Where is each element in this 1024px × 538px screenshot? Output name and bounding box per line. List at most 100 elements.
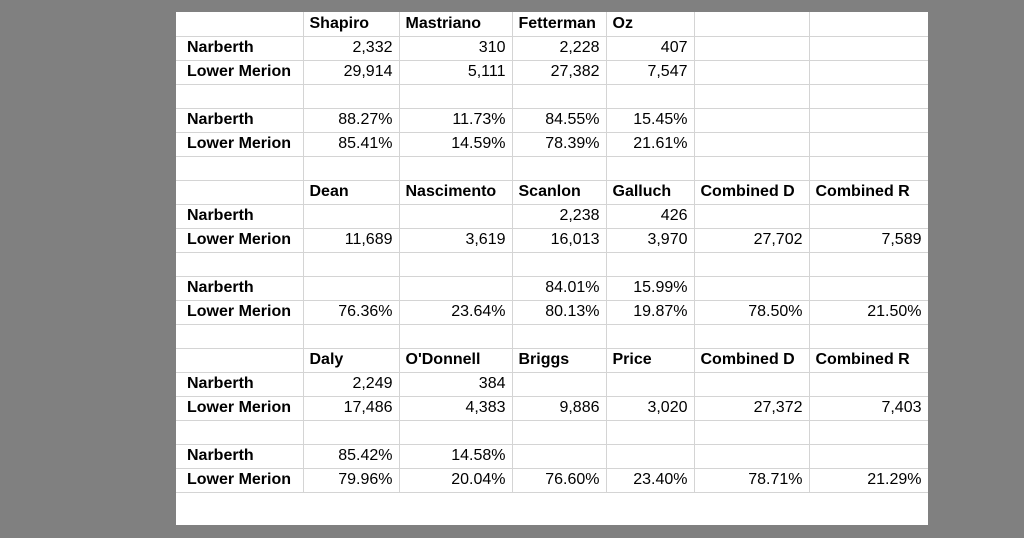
vote-count-cell[interactable]: 2,238	[512, 204, 607, 229]
vote-share-cell[interactable]: 23.64%	[399, 300, 513, 325]
row-label[interactable]: Lower Merion	[176, 468, 304, 493]
empty-cell[interactable]	[606, 252, 695, 277]
vote-count-cell[interactable]	[303, 204, 400, 229]
row-label[interactable]: Narberth	[176, 276, 304, 301]
vote-count-cell[interactable]	[809, 204, 928, 229]
candidate-header[interactable]: Daly	[303, 348, 400, 373]
vote-count-cell[interactable]: 384	[399, 372, 513, 397]
vote-share-cell[interactable]	[694, 108, 810, 133]
vote-count-cell[interactable]: 2,249	[303, 372, 400, 397]
vote-count-cell[interactable]	[809, 60, 928, 85]
corner-cell[interactable]	[176, 348, 304, 373]
empty-cell[interactable]	[399, 420, 513, 445]
vote-share-cell[interactable]: 14.59%	[399, 132, 513, 157]
empty-cell[interactable]	[399, 252, 513, 277]
vote-share-cell[interactable]: 85.41%	[303, 132, 400, 157]
vote-count-cell[interactable]	[809, 372, 928, 397]
row-label[interactable]: Lower Merion	[176, 396, 304, 421]
candidate-header[interactable]: Briggs	[512, 348, 607, 373]
vote-count-cell[interactable]: 310	[399, 36, 513, 61]
vote-count-cell[interactable]: 407	[606, 36, 695, 61]
vote-count-cell[interactable]: 426	[606, 204, 695, 229]
vote-share-cell[interactable]: 15.45%	[606, 108, 695, 133]
vote-share-cell[interactable]: 84.55%	[512, 108, 607, 133]
empty-cell[interactable]	[809, 252, 928, 277]
empty-cell[interactable]	[176, 420, 304, 445]
empty-cell[interactable]	[606, 324, 695, 349]
vote-share-cell[interactable]: 11.73%	[399, 108, 513, 133]
candidate-header[interactable]: Combined R	[809, 180, 928, 205]
empty-cell[interactable]	[694, 84, 810, 109]
vote-share-cell[interactable]: 21.61%	[606, 132, 695, 157]
vote-share-cell[interactable]: 23.40%	[606, 468, 695, 493]
row-label[interactable]: Narberth	[176, 372, 304, 397]
vote-share-cell[interactable]	[694, 444, 810, 469]
vote-count-cell[interactable]: 27,702	[694, 228, 810, 253]
row-label[interactable]: Lower Merion	[176, 228, 304, 253]
candidate-header[interactable]	[809, 12, 928, 37]
vote-count-cell[interactable]: 16,013	[512, 228, 607, 253]
vote-count-cell[interactable]: 5,111	[399, 60, 513, 85]
vote-count-cell[interactable]	[694, 60, 810, 85]
vote-count-cell[interactable]: 7,547	[606, 60, 695, 85]
empty-cell[interactable]	[399, 84, 513, 109]
vote-share-cell[interactable]	[809, 132, 928, 157]
vote-share-cell[interactable]: 79.96%	[303, 468, 400, 493]
vote-share-cell[interactable]	[694, 276, 810, 301]
vote-count-cell[interactable]: 7,589	[809, 228, 928, 253]
vote-share-cell[interactable]	[512, 444, 607, 469]
vote-share-cell[interactable]: 76.36%	[303, 300, 400, 325]
empty-cell[interactable]	[399, 324, 513, 349]
vote-count-cell[interactable]	[606, 372, 695, 397]
vote-count-cell[interactable]: 9,886	[512, 396, 607, 421]
empty-cell[interactable]	[176, 156, 304, 181]
vote-count-cell[interactable]: 17,486	[303, 396, 400, 421]
vote-count-cell[interactable]: 27,382	[512, 60, 607, 85]
vote-count-cell[interactable]: 27,372	[694, 396, 810, 421]
empty-cell[interactable]	[303, 156, 400, 181]
row-label[interactable]: Lower Merion	[176, 132, 304, 157]
vote-share-cell[interactable]: 21.50%	[809, 300, 928, 325]
row-label[interactable]: Narberth	[176, 444, 304, 469]
empty-cell[interactable]	[303, 324, 400, 349]
vote-count-cell[interactable]: 4,383	[399, 396, 513, 421]
row-label[interactable]: Narberth	[176, 36, 304, 61]
empty-cell[interactable]	[176, 324, 304, 349]
vote-count-cell[interactable]: 2,228	[512, 36, 607, 61]
empty-cell[interactable]	[809, 324, 928, 349]
vote-share-cell[interactable]	[809, 276, 928, 301]
row-label[interactable]: Narberth	[176, 108, 304, 133]
row-label[interactable]: Lower Merion	[176, 300, 304, 325]
vote-share-cell[interactable]: 14.58%	[399, 444, 513, 469]
candidate-header[interactable]: Price	[606, 348, 695, 373]
vote-share-cell[interactable]: 78.39%	[512, 132, 607, 157]
vote-share-cell[interactable]	[303, 276, 400, 301]
candidate-header[interactable]: Galluch	[606, 180, 695, 205]
vote-share-cell[interactable]	[809, 108, 928, 133]
vote-share-cell[interactable]: 21.29%	[809, 468, 928, 493]
vote-count-cell[interactable]: 29,914	[303, 60, 400, 85]
vote-count-cell[interactable]	[694, 36, 810, 61]
candidate-header[interactable]: Fetterman	[512, 12, 607, 37]
candidate-header[interactable]: Oz	[606, 12, 695, 37]
empty-cell[interactable]	[303, 420, 400, 445]
vote-count-cell[interactable]	[694, 372, 810, 397]
vote-count-cell[interactable]	[809, 36, 928, 61]
candidate-header[interactable]: Mastriano	[399, 12, 513, 37]
vote-share-cell[interactable]: 19.87%	[606, 300, 695, 325]
empty-cell[interactable]	[809, 420, 928, 445]
empty-cell[interactable]	[809, 84, 928, 109]
candidate-header[interactable]: Dean	[303, 180, 400, 205]
empty-cell[interactable]	[512, 324, 607, 349]
vote-count-cell[interactable]	[512, 372, 607, 397]
empty-cell[interactable]	[512, 156, 607, 181]
vote-count-cell[interactable]: 2,332	[303, 36, 400, 61]
vote-share-cell[interactable]	[399, 276, 513, 301]
vote-count-cell[interactable]: 7,403	[809, 396, 928, 421]
empty-cell[interactable]	[512, 420, 607, 445]
empty-cell[interactable]	[694, 420, 810, 445]
vote-count-cell[interactable]: 3,020	[606, 396, 695, 421]
empty-cell[interactable]	[606, 84, 695, 109]
vote-share-cell[interactable]: 20.04%	[399, 468, 513, 493]
empty-cell[interactable]	[176, 84, 304, 109]
